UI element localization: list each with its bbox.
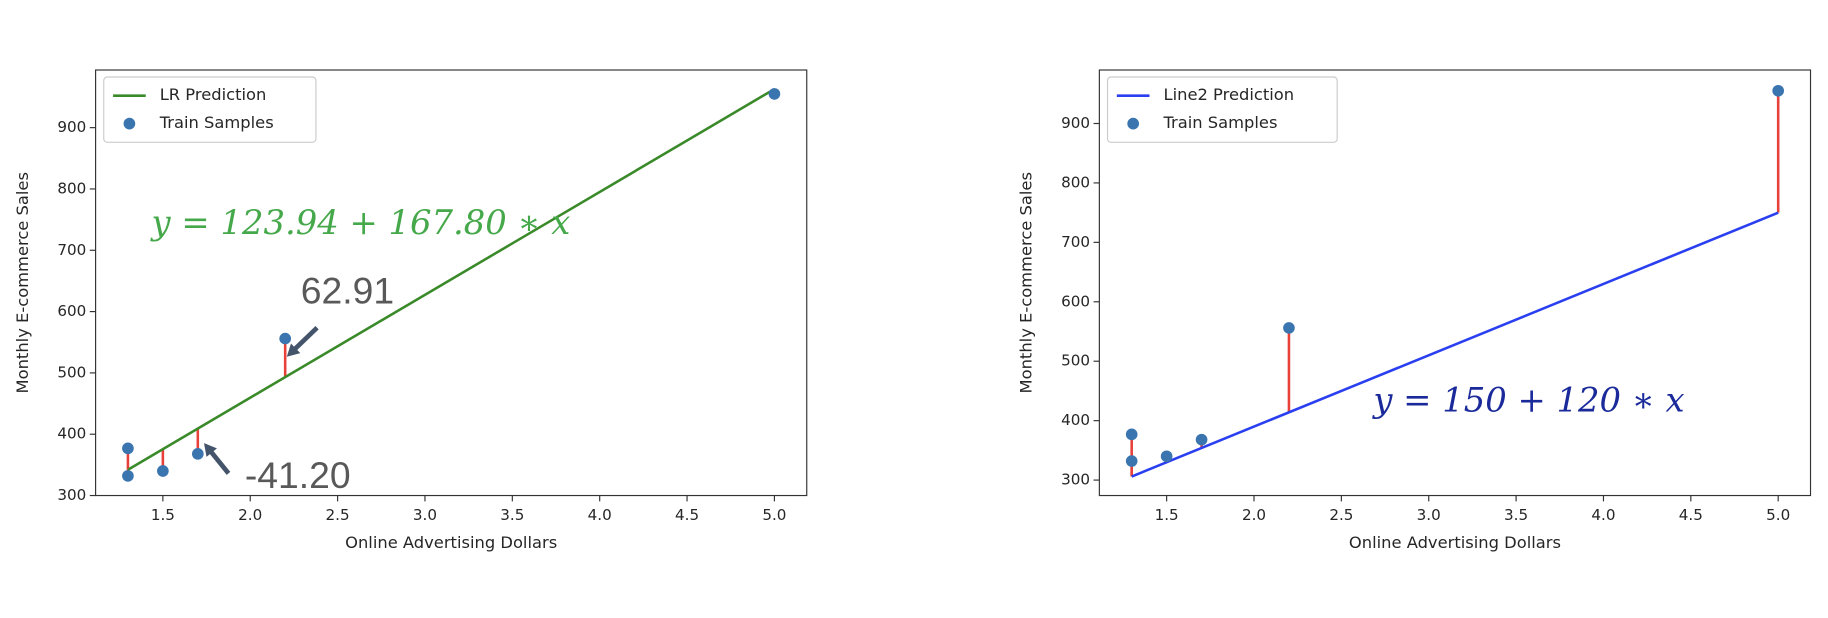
- equation: y = 150 + 120 ∗ x: [1371, 380, 1684, 419]
- x-tick-label: 3.5: [1504, 506, 1528, 524]
- train-sample: [157, 465, 169, 477]
- x-tick-label: 2.0: [238, 506, 262, 524]
- x-tick-label: 1.5: [1155, 506, 1179, 524]
- legend-label: LR Prediction: [160, 85, 267, 104]
- x-tick-label: 4.0: [1591, 506, 1615, 524]
- legend-box: [103, 76, 317, 143]
- legend-marker: [123, 117, 136, 130]
- y-tick-label: 800: [57, 179, 86, 197]
- legend: LR Prediction Train Samples: [103, 76, 317, 143]
- legend-label: Train Samples: [159, 113, 274, 132]
- annotation: -41.20: [245, 454, 351, 496]
- x-tick-label: 4.5: [675, 506, 699, 524]
- train-sample: [1125, 428, 1138, 441]
- y-tick-label: 700: [57, 241, 86, 259]
- train-sample: [1283, 322, 1295, 334]
- y-tick-label: 500: [57, 363, 86, 381]
- y-tick-label: 700: [1061, 233, 1090, 251]
- legend-marker: [1127, 117, 1140, 130]
- annotation-arrowhead: [204, 443, 217, 457]
- x-tick-label: 5.0: [1766, 506, 1790, 524]
- legend-box: [1106, 76, 1338, 143]
- train-sample: [122, 442, 134, 455]
- plot-frame: [95, 69, 808, 497]
- y-tick-label: 500: [1061, 352, 1090, 370]
- legend: Line2 Prediction Train Samples: [1106, 76, 1338, 143]
- y-tick-label: 900: [1061, 114, 1090, 132]
- annotation-arrow: [206, 447, 231, 475]
- train-sample: [1195, 433, 1208, 446]
- x-tick-label: 1.5: [151, 506, 175, 524]
- y-tick-label: 400: [1061, 411, 1090, 429]
- train-sample: [1125, 455, 1138, 467]
- train-sample: [122, 470, 134, 482]
- y-tick-label: 300: [57, 486, 86, 504]
- chart: 1.5 2.0 2.5 3.0 3.5 4.0 4.5 5.0 300 400 500 600 700 8…: [13, 69, 808, 552]
- train-sample: [191, 448, 204, 460]
- y-axis-label: Monthly E-commerce Sales: [13, 172, 32, 393]
- x-tick-label: 3.0: [413, 506, 437, 524]
- y-tick-label: 400: [57, 425, 86, 443]
- x-axis-label: Online Advertising Dollars: [1349, 533, 1561, 552]
- x-tick-label: 5.0: [762, 506, 786, 524]
- chart: 1.5 2.0 2.5 3.0 3.5 4.0 4.5 5.0 300 400 500 600 700 8…: [1017, 69, 1812, 552]
- train-sample: [1772, 84, 1785, 97]
- x-tick-label: 4.5: [1679, 506, 1703, 524]
- train-sample: [768, 88, 781, 100]
- annotation: 62.91: [301, 270, 394, 312]
- equation: y = 123.94 + 167.80 ∗ x: [150, 203, 571, 242]
- x-tick-label: 4.0: [588, 506, 612, 524]
- x-tick-label: 3.0: [1417, 506, 1441, 524]
- x-tick-label: 2.5: [326, 506, 350, 524]
- train-sample: [279, 332, 292, 345]
- y-tick-label: 300: [1061, 471, 1090, 489]
- x-axis-label: Online Advertising Dollars: [345, 533, 557, 552]
- x-tick-label: 2.5: [1329, 506, 1353, 524]
- prediction-line: [1131, 211, 1779, 478]
- annotation-arrowhead: [286, 343, 301, 357]
- legend-label: Line2 Prediction: [1163, 85, 1294, 104]
- x-tick-label: 2.0: [1242, 506, 1266, 524]
- y-axis-label: Monthly E-commerce Sales: [1017, 172, 1036, 393]
- x-tick-label: 3.5: [500, 506, 524, 524]
- prediction-line: [127, 87, 776, 471]
- plot-frame: [1098, 69, 1812, 497]
- annotation-arrow: [290, 325, 319, 354]
- y-tick-label: 600: [1061, 292, 1090, 310]
- y-tick-label: 600: [57, 302, 86, 320]
- train-sample: [1160, 450, 1173, 463]
- y-tick-label: 800: [1061, 173, 1090, 191]
- y-tick-label: 900: [57, 118, 86, 136]
- legend-label: Train Samples: [1162, 113, 1277, 132]
